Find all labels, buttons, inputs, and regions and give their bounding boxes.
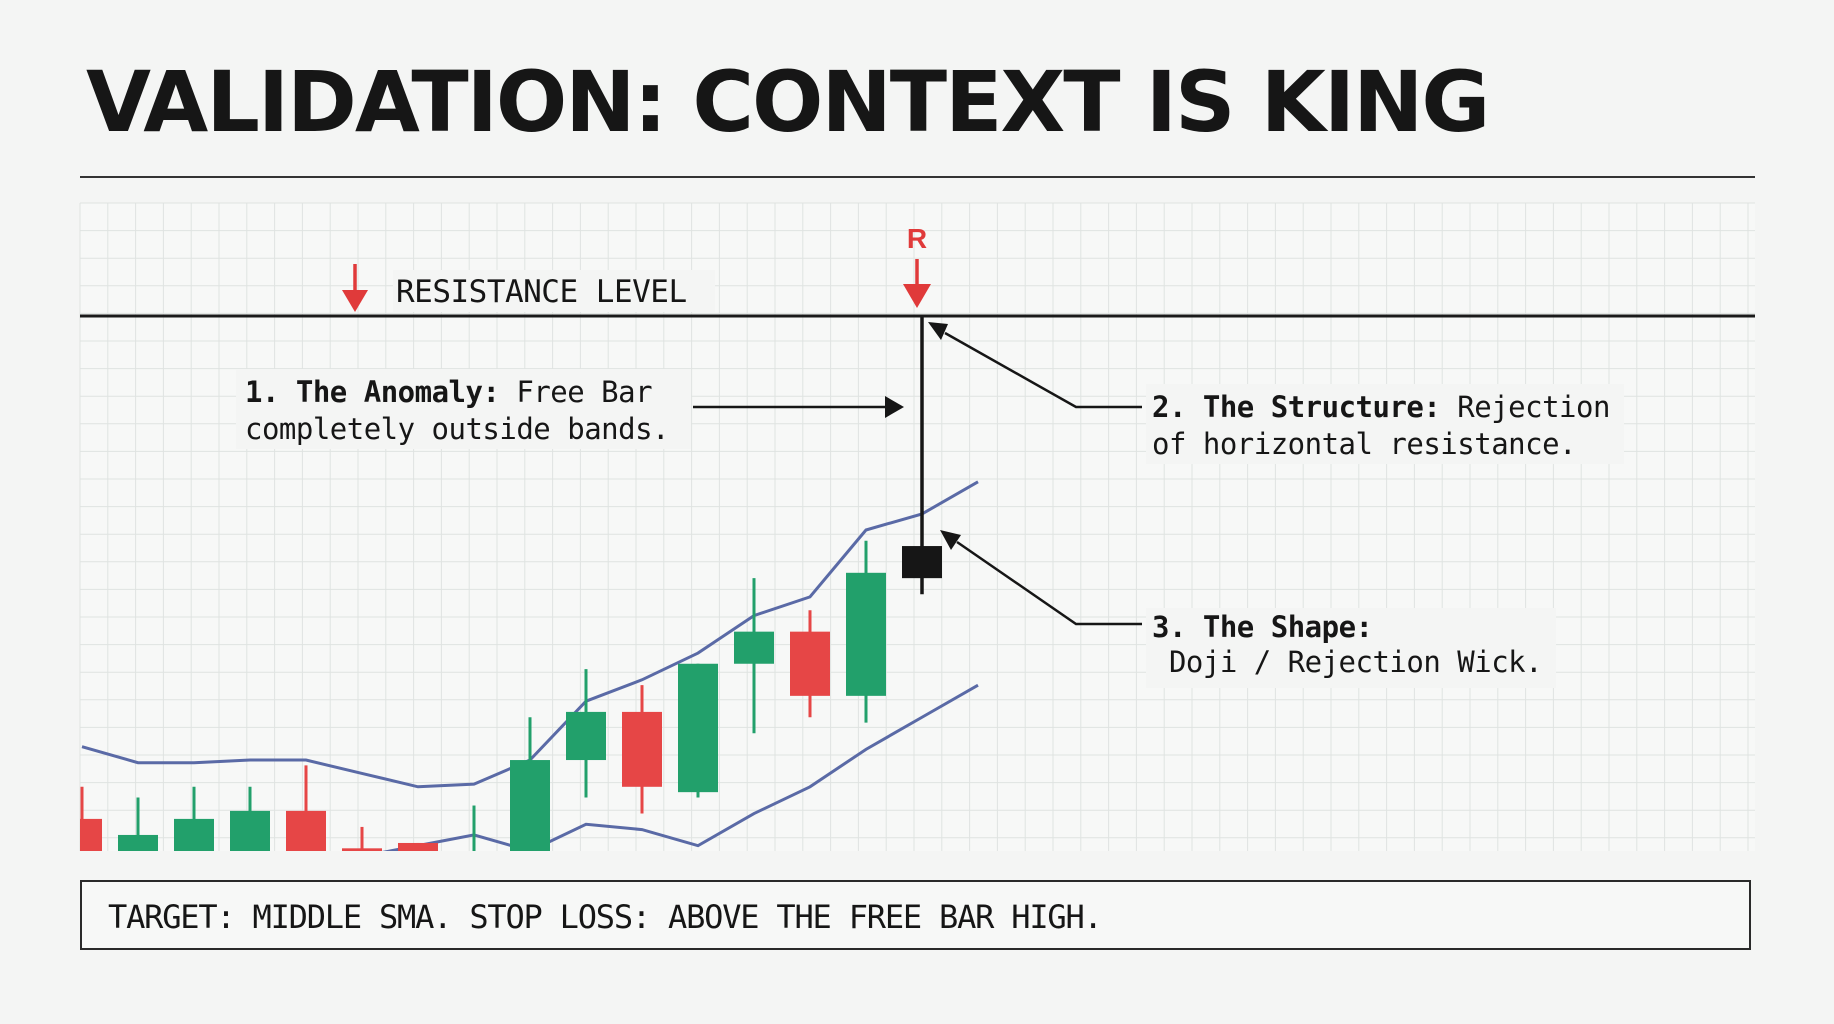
chart-grid	[79, 202, 1755, 851]
candle-body	[230, 810, 270, 851]
annotation-3-leader-line	[956, 540, 1142, 626]
annotation-3: 3. The Shape: Doji / Rejection Wick.	[940, 530, 1556, 688]
annotation-2-text: Rejection	[1440, 390, 1610, 424]
annotation-1: 1. The Anomaly: Free Bar completely outs…	[236, 369, 904, 449]
svg-text:2. The Structure: Rejection: 2. The Structure: Rejection	[1152, 390, 1610, 424]
title-divider	[80, 176, 1755, 178]
annotation-1-line2: completely outside bands.	[245, 412, 669, 446]
page-title: VALIDATION: CONTEXT IS KING	[86, 53, 1490, 151]
resistance-label-bg	[393, 270, 715, 312]
candle-body	[80, 818, 102, 851]
lower-band-line	[382, 683, 979, 851]
svg-text:3. The Shape:: 3. The Shape:	[1152, 610, 1373, 644]
candle-body	[174, 818, 214, 851]
candle-body	[790, 631, 830, 696]
rejection-marker-label: R	[907, 223, 927, 254]
rejection-down-arrow-icon	[903, 259, 931, 308]
annotation-1-heading: The Anomaly:	[296, 375, 500, 409]
candle-body	[846, 572, 886, 696]
candle-body	[118, 834, 158, 851]
annotation-3-arrowhead-icon	[940, 530, 961, 550]
footer-box: TARGET: MIDDLE SMA. STOP LOSS: ABOVE THE…	[80, 880, 1751, 950]
resistance-down-arrow-icon	[342, 264, 368, 312]
candle-body	[286, 810, 326, 851]
candle-body	[510, 760, 550, 851]
annotation-3-heading: The Shape:	[1203, 610, 1373, 644]
annotation-2-number: 2.	[1152, 390, 1186, 424]
annotation-3-line2: Doji / Rejection Wick.	[1152, 645, 1542, 679]
svg-text:1. The Anomaly: Free Bar: 1. The Anomaly: Free Bar	[245, 375, 652, 409]
annotation-2-line2: of horizontal resistance.	[1152, 427, 1576, 461]
annotation-1-number: 1.	[245, 375, 279, 409]
candle-body	[566, 711, 606, 761]
annotation-2: 2. The Structure: Rejection of horizonta…	[928, 322, 1624, 464]
annotation-3-number: 3.	[1152, 610, 1186, 644]
annotation-1-text: Free Bar	[499, 375, 652, 409]
candle-body	[342, 848, 382, 851]
candle-body	[678, 663, 718, 793]
candle-body	[454, 851, 494, 853]
annotation-2-leader-line	[944, 331, 1142, 409]
candle-body	[622, 711, 662, 787]
plot-background	[80, 203, 1755, 851]
candle-body	[734, 631, 774, 664]
footer-text: TARGET: MIDDLE SMA. STOP LOSS: ABOVE THE…	[108, 898, 1103, 936]
candles	[80, 316, 942, 853]
annotation-1-arrowhead-icon	[885, 396, 904, 418]
annotation-2-heading: The Structure:	[1203, 390, 1440, 424]
annotation-2-arrowhead-icon	[928, 322, 948, 340]
free-bar-candle	[902, 546, 942, 579]
candle-body	[398, 842, 438, 851]
resistance-label: RESISTANCE LEVEL	[396, 274, 687, 310]
